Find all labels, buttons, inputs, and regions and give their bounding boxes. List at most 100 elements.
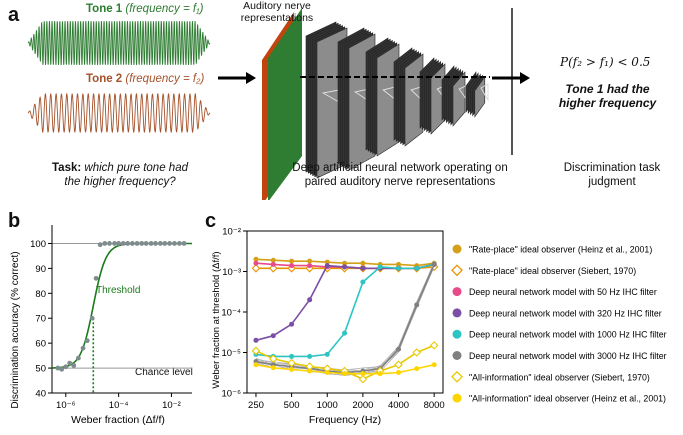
data-point	[289, 258, 295, 264]
data-point	[129, 241, 135, 246]
data-point	[270, 257, 276, 263]
panel-a-graphic	[27, 8, 530, 200]
y-tick-label: 10⁻⁶	[222, 389, 242, 400]
data-point	[270, 333, 276, 339]
data-point	[342, 260, 348, 266]
data-point	[59, 366, 65, 372]
data-point	[307, 368, 313, 374]
y-tick-label: 90	[35, 264, 46, 275]
dnn-layers	[300, 21, 490, 179]
data-point	[414, 366, 420, 372]
x-tick-label: 250	[248, 400, 264, 411]
data-point	[396, 346, 402, 352]
chance-label: Chance level	[135, 367, 193, 378]
y-tick-label: 10⁻⁵	[221, 348, 241, 359]
data-point	[116, 241, 122, 246]
data-point	[102, 241, 108, 246]
y-tick-label: 40	[35, 389, 46, 400]
tone1-frequency: (frequency = f₁)	[125, 3, 204, 15]
legend-marker	[452, 329, 462, 339]
data-point	[270, 365, 276, 371]
panel-a-letter: a	[8, 4, 20, 26]
data-point	[176, 241, 182, 246]
disc-caption: Discrimination task judgment	[563, 162, 661, 188]
dnn-caption: Deep artificial neural network operating…	[292, 162, 508, 188]
x-tick-label: 500	[284, 400, 300, 411]
legend-marker	[452, 393, 462, 403]
task-bold: Task:	[52, 162, 82, 174]
model-instance-line	[255, 261, 435, 372]
y-tick-label: 10⁻²	[222, 227, 241, 238]
psychometric-curve	[52, 242, 192, 369]
data-point	[429, 341, 439, 350]
tone2-waveform	[27, 92, 211, 134]
x-tick-label: 10⁻⁴	[109, 400, 129, 411]
x-axis-label: Weber fraction (Δf/f)	[71, 414, 165, 426]
data-point	[289, 321, 295, 327]
data-point	[143, 241, 149, 246]
data-point	[251, 346, 261, 356]
x-tick-label: 8000	[424, 400, 445, 411]
data-point	[268, 264, 278, 273]
judgment-line2: higher frequency	[558, 96, 657, 110]
data-point	[55, 365, 61, 371]
panel-c-letter: c	[205, 210, 217, 232]
data-point	[360, 260, 366, 266]
legend-label: "Rate-place" ideal observer (Siebert, 19…	[469, 266, 636, 276]
y-tick-label: 10⁻³	[222, 267, 241, 278]
y-tick-label: 50	[35, 364, 46, 375]
x-tick-label: 4000	[388, 400, 409, 411]
arrow-icon	[492, 72, 530, 84]
data-point	[307, 263, 313, 269]
data-point	[342, 264, 348, 270]
threshold-label: Threshold	[96, 285, 140, 296]
data-point	[360, 265, 366, 271]
data-point	[67, 360, 73, 366]
legend-marker	[452, 244, 462, 254]
data-point	[71, 363, 77, 368]
data-point	[289, 263, 295, 269]
data-point	[172, 241, 177, 246]
data-point	[139, 241, 145, 246]
data-point	[287, 358, 296, 368]
data-point	[394, 360, 403, 369]
data-point	[324, 370, 330, 376]
data-point	[253, 256, 259, 262]
data-point	[153, 241, 158, 246]
data-point	[251, 264, 261, 273]
data-point	[148, 241, 154, 246]
legend-marker	[452, 308, 462, 318]
legend-marker	[452, 351, 462, 360]
y-tick-label: 70	[35, 314, 46, 325]
legend-label: "All-information" ideal observer (Heinz …	[469, 394, 666, 404]
data-point	[253, 362, 259, 368]
tone1-label: Tone 1 (frequency = f₁)	[86, 3, 204, 16]
judgment-line1: Tone 1 had the	[565, 82, 650, 96]
data-point	[307, 353, 313, 359]
data-point	[307, 297, 313, 303]
data-point	[112, 241, 117, 246]
legend-label: Deep neural network model with 3000 Hz I…	[469, 351, 667, 361]
legend-label: Deep neural network model with 1000 Hz I…	[469, 330, 667, 340]
tone2-name: Tone 2	[86, 73, 123, 85]
an-representation-tone1	[268, 8, 302, 200]
data-point	[157, 241, 163, 246]
series-line	[255, 263, 435, 358]
tone1-waveform	[27, 20, 211, 66]
x-tick-label: 2000	[352, 400, 373, 411]
tone2-label: Tone 2 (frequency = f₂)	[86, 73, 204, 86]
data-point	[97, 242, 103, 248]
tone2-frequency: (frequency = f₂)	[125, 73, 205, 85]
data-point	[412, 348, 422, 357]
data-point	[360, 279, 366, 285]
data-point	[360, 371, 366, 377]
data-point	[107, 241, 112, 246]
panel-c-chart: Weber fraction at threshold (Δf/f) Frequ…	[211, 227, 667, 427]
data-point	[324, 351, 330, 357]
data-point	[358, 374, 368, 384]
x-tick-label: 10⁻⁶	[56, 400, 76, 411]
data-point	[396, 370, 402, 376]
data-point	[253, 337, 259, 343]
data-point	[414, 265, 420, 271]
y-tick-label: 80	[35, 289, 46, 300]
